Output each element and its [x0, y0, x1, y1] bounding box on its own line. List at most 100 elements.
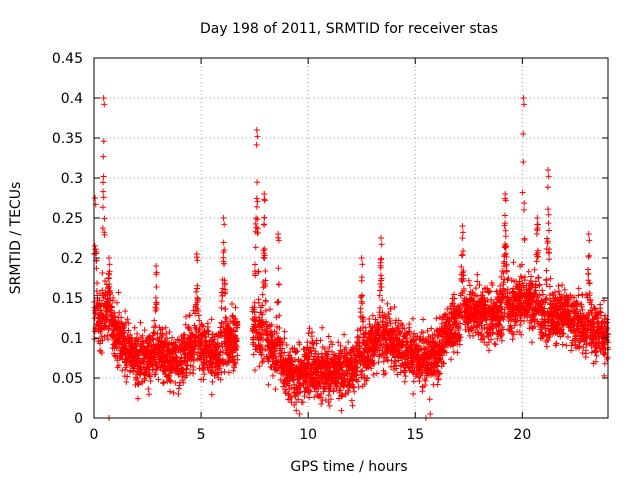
data-point [208, 316, 215, 323]
data-point [592, 306, 599, 313]
data-point [234, 352, 241, 359]
data-point [401, 378, 408, 385]
data-point [187, 362, 194, 369]
data-point [194, 295, 201, 302]
data-point [261, 191, 268, 197]
data-point [276, 325, 283, 332]
y-tick-label: 0.45 [52, 51, 83, 67]
data-point [545, 206, 552, 213]
data-point [585, 231, 592, 237]
data-point [288, 361, 295, 368]
data-point [293, 348, 300, 355]
data-point [100, 188, 107, 195]
data-point [262, 277, 269, 284]
data-point [131, 365, 138, 372]
data-point [275, 265, 282, 272]
data-point [100, 153, 107, 160]
data-point [102, 323, 109, 330]
data-point [196, 326, 203, 333]
data-point [384, 300, 391, 307]
data-point [503, 268, 510, 275]
data-point [154, 366, 160, 373]
data-point [201, 333, 208, 340]
data-point [309, 339, 316, 346]
data-point [153, 263, 160, 269]
data-point [100, 95, 107, 101]
data-point [279, 345, 286, 352]
data-point [232, 328, 239, 335]
data-point [563, 342, 570, 349]
data-point [321, 345, 328, 352]
data-point [234, 335, 241, 342]
data-point [93, 257, 100, 264]
data-point [555, 288, 562, 295]
data-point [115, 289, 122, 296]
data-point [510, 259, 517, 266]
data-point [99, 337, 106, 344]
data-point [275, 231, 282, 237]
data-point [559, 282, 566, 289]
data-point [92, 246, 99, 253]
data-point [259, 326, 266, 333]
y-tick-label: 0.1 [61, 331, 83, 347]
data-point [309, 329, 316, 336]
data-point [195, 308, 202, 315]
data-point [205, 331, 212, 338]
data-point [166, 328, 173, 335]
data-point [520, 130, 527, 137]
data-point [575, 285, 582, 292]
data-point [325, 333, 332, 340]
data-point [267, 306, 274, 313]
data-point [271, 348, 278, 355]
data-point [139, 338, 146, 345]
data-point [291, 357, 298, 364]
data-point [218, 304, 225, 311]
data-point [100, 194, 107, 201]
data-point [295, 358, 302, 365]
data-point [434, 381, 441, 388]
data-point [100, 179, 107, 186]
data-point [123, 378, 130, 385]
data-point [426, 396, 433, 403]
data-point [332, 352, 339, 359]
data-point [106, 281, 113, 288]
data-point [167, 388, 174, 395]
data-point [186, 312, 193, 319]
data-point [233, 346, 240, 353]
data-point [335, 339, 342, 346]
data-point [287, 348, 294, 355]
data-point [264, 331, 271, 338]
data-point [373, 370, 380, 377]
data-point [258, 344, 265, 351]
data-point [101, 333, 108, 340]
data-point [261, 197, 268, 204]
data-point [111, 352, 118, 359]
data-point [344, 351, 351, 358]
data-point [359, 261, 366, 268]
data-point [370, 371, 377, 378]
data-point [193, 288, 200, 295]
data-point [258, 351, 265, 358]
chart-title: Day 198 of 2011, SRMTID for receiver sta… [200, 21, 498, 37]
data-point [118, 314, 125, 321]
data-point [116, 319, 123, 326]
data-point [294, 347, 301, 354]
data-point [349, 402, 356, 409]
data-point [261, 214, 268, 221]
data-point [305, 330, 312, 337]
data-point [545, 167, 552, 173]
data-point [217, 365, 224, 372]
data-point [222, 306, 229, 313]
data-point [216, 352, 223, 359]
data-point [416, 378, 423, 385]
data-point [190, 366, 197, 373]
data-point [134, 395, 141, 402]
data-point [159, 332, 166, 339]
data-point [256, 363, 263, 370]
data-point [146, 391, 153, 398]
data-point [252, 244, 259, 251]
data-point [100, 138, 107, 145]
data-point [261, 196, 268, 203]
data-point [460, 229, 467, 236]
data-point [225, 323, 232, 330]
